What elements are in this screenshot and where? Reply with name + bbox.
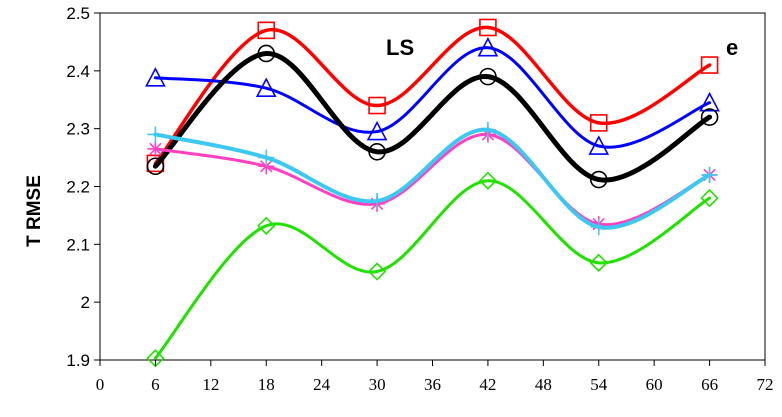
- annotation-e: e: [726, 35, 738, 60]
- x-tick-label: 12: [202, 375, 219, 394]
- data-point: [257, 21, 276, 40]
- series-line: [153, 132, 712, 227]
- x-tick-label: 30: [369, 375, 386, 394]
- x-tick-label: 24: [313, 375, 331, 394]
- data-point: [479, 18, 497, 37]
- series-layer: [145, 18, 720, 368]
- series-3: [146, 44, 719, 189]
- y-axis-label: T RMSE: [24, 175, 45, 247]
- x-tick-label: 18: [258, 375, 275, 394]
- series-line: [153, 25, 712, 166]
- x-tick-label: 42: [479, 375, 496, 394]
- annotation-ls: LS: [386, 35, 414, 60]
- series-line: [153, 179, 712, 360]
- y-tick-label: 2.2: [66, 178, 90, 197]
- data-point: [589, 114, 608, 132]
- y-tick-label: 2.3: [66, 120, 90, 139]
- x-tick-label: 0: [96, 375, 105, 394]
- data-point: [479, 67, 497, 86]
- series-1: [146, 18, 719, 173]
- data-point: [700, 108, 719, 126]
- y-tick-label: 2.5: [66, 4, 90, 23]
- data-point: [590, 218, 607, 235]
- y-tick-label: 2.4: [66, 62, 90, 81]
- series-line: [152, 50, 713, 183]
- x-tick-label: 66: [701, 375, 718, 394]
- data-point: [699, 91, 720, 112]
- series-line: [153, 46, 712, 149]
- data-point: [255, 77, 277, 97]
- data-point: [477, 36, 499, 57]
- x-tick-label: 48: [535, 375, 552, 394]
- x-tick-label: 60: [646, 375, 663, 394]
- data-point: [258, 158, 275, 175]
- data-point: [589, 253, 608, 272]
- data-point: [146, 157, 165, 176]
- x-tick-label: 54: [590, 375, 608, 394]
- x-tick-label: 36: [424, 375, 441, 394]
- x-tick-label: 6: [151, 375, 160, 394]
- data-point: [367, 262, 387, 281]
- series-2: [145, 36, 720, 155]
- series-6: [146, 171, 719, 368]
- y-tick-label: 1.9: [66, 351, 90, 370]
- data-point: [700, 56, 719, 74]
- data-point: [478, 171, 498, 190]
- data-point: [368, 143, 386, 161]
- y-tick-label: 2: [81, 293, 90, 312]
- data-point: [257, 216, 276, 235]
- data-point: [589, 170, 608, 189]
- data-point: [368, 96, 386, 115]
- data-point: [479, 121, 496, 138]
- data-point: [366, 120, 388, 141]
- axis-layer: 1.9 2 2.1 2.2 2.3 2.4 2.5 0 6 12 18 24 30 36 42 48 54 60 6…: [66, 4, 773, 394]
- data-point: [145, 67, 166, 87]
- data-point: [369, 192, 386, 209]
- data-point: [146, 349, 165, 368]
- data-point: [147, 140, 164, 157]
- data-point: [257, 44, 276, 63]
- data-point: [701, 166, 718, 183]
- data-point: [588, 135, 610, 155]
- series-5: [147, 121, 718, 235]
- data-point: [258, 149, 275, 166]
- data-point: [147, 126, 164, 143]
- data-point: [700, 188, 719, 208]
- x-tick-label: 72: [757, 375, 774, 394]
- y-tick-label: 2.1: [66, 235, 90, 254]
